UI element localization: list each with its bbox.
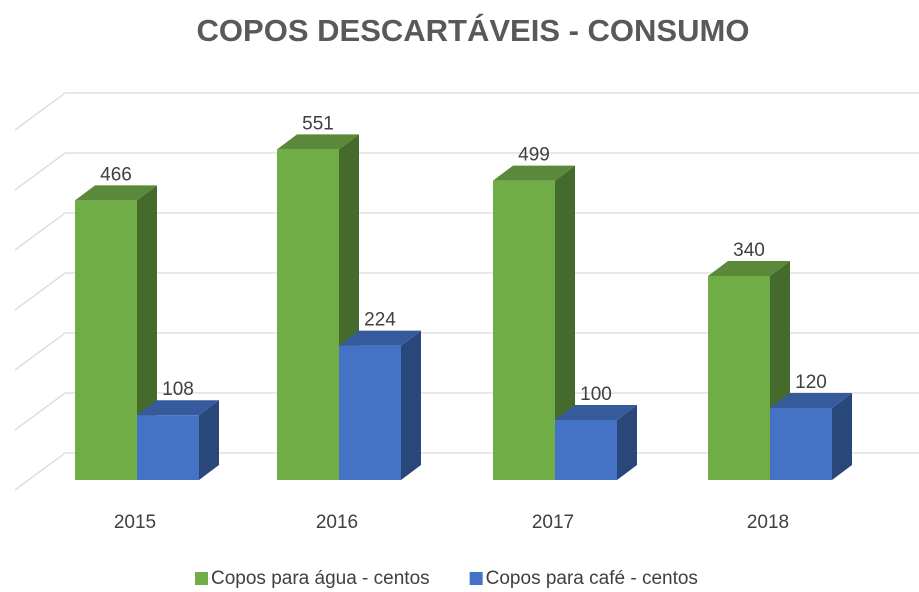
value-label: 108 [162,379,194,400]
bar-face [199,400,219,480]
bar-face [708,261,790,276]
chart-title: COPOS DESCARTÁVEIS - CONSUMO [197,13,750,48]
bar-face [277,149,339,480]
value-label: 340 [733,240,765,261]
bar-face [339,330,421,346]
bar [493,165,575,480]
bar-face [770,408,832,480]
x-tick-label: 2015 [114,512,156,533]
bar-face [617,405,637,480]
legend-swatch [469,572,483,585]
bar-face [137,400,219,416]
x-tick-label: 2017 [532,512,574,533]
bar-face [770,393,852,408]
value-label: 120 [795,372,827,393]
grid-line [14,152,919,191]
bar-face [493,165,575,181]
bar [339,330,421,480]
x-tick-label: 2016 [316,512,358,533]
bar-face [339,345,401,480]
bar-face [555,405,637,420]
value-label: 100 [580,384,612,405]
bar-face [75,185,157,201]
bar-face [832,393,852,480]
bar [137,400,219,480]
value-label: 466 [100,164,132,185]
bar-face [555,420,617,480]
grid-line [14,272,919,311]
grid-line [14,212,919,251]
bar [555,405,637,480]
legend-label: Copos para água - centos [211,568,430,589]
value-label: 499 [518,145,550,166]
bar-face [277,134,359,150]
grid-line [14,332,919,371]
bar-face [75,200,137,480]
legend-swatch [195,572,208,585]
bar-face [493,180,555,480]
value-label: 551 [302,113,334,134]
bar-face [555,165,575,480]
bar-face [137,415,199,480]
value-label: 224 [364,310,396,331]
bar [770,393,852,480]
grid-line [14,92,919,131]
bar-face [708,276,770,480]
legend-label: Copos para café - centos [486,568,698,589]
grid-line [14,392,919,431]
bar-face [401,330,421,480]
x-tick-label: 2018 [747,512,789,533]
